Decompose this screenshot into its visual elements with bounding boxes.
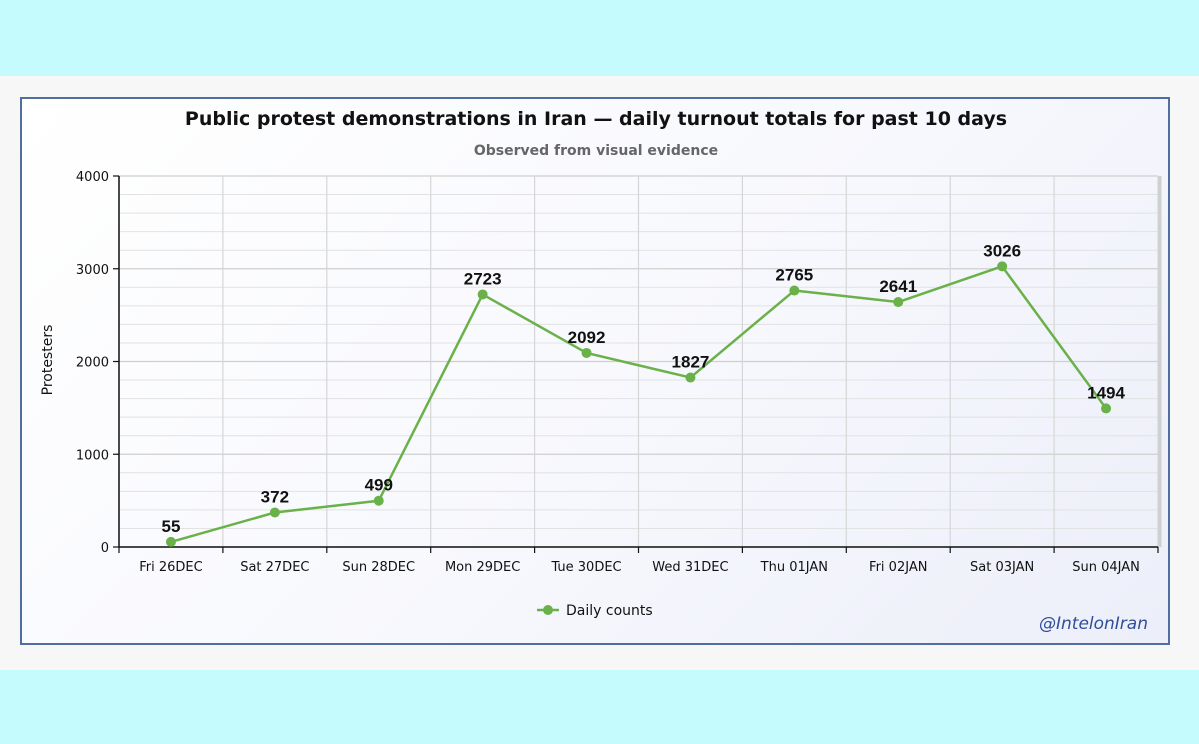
series-line <box>170 265 1108 544</box>
y-tick-label: 0 <box>101 541 109 556</box>
y-axis-ticks: 0 1000 2000 3000 4000 <box>76 170 119 556</box>
data-label: 372 <box>261 487 289 506</box>
data-labels: 55 372 499 2723 2092 1827 2765 2641 3026 1494 <box>161 241 1125 536</box>
x-tick-label: Wed 31DEC <box>652 560 728 575</box>
data-label: 55 <box>161 517 180 536</box>
data-label: 3026 <box>983 241 1021 260</box>
data-label: 2092 <box>568 328 606 347</box>
data-point <box>1101 403 1112 414</box>
x-tick-label: Sun 04JAN <box>1072 560 1140 575</box>
grid <box>118 175 1162 548</box>
x-tick-label: Sat 03JAN <box>970 560 1034 575</box>
x-tick-label: Mon 29DEC <box>445 560 520 575</box>
x-tick-label: Fri 02JAN <box>869 560 927 575</box>
chart-subtitle: Observed from visual evidence <box>474 143 718 159</box>
x-tick-label: Tue 30DEC <box>550 560 621 575</box>
data-point <box>789 285 800 296</box>
data-point <box>685 372 696 383</box>
series-daily-counts <box>165 261 1112 547</box>
chart-frame <box>20 97 1170 645</box>
data-point <box>581 347 592 358</box>
y-tick-label: 1000 <box>76 448 109 463</box>
data-label: 1827 <box>672 353 710 372</box>
x-tick-label: Sat 27DEC <box>240 560 309 575</box>
x-axis-ticks: Fri 26DEC Sat 27DEC Sun 28DEC Mon 29DEC Tue … <box>118 547 1159 575</box>
y-axis-label: Protesters <box>40 325 56 396</box>
data-label: 2765 <box>775 266 813 285</box>
x-tick-label: Sun 28DEC <box>342 560 415 575</box>
data-point <box>477 289 488 300</box>
data-label: 2723 <box>464 269 502 288</box>
data-point <box>165 536 176 547</box>
x-tick-label: Fri 26DEC <box>139 560 202 575</box>
data-point <box>893 297 904 308</box>
chart-title: Public protest demonstrations in Iran — … <box>185 108 1007 130</box>
data-point <box>269 507 280 518</box>
data-label: 2641 <box>879 277 917 296</box>
data-point <box>997 261 1008 272</box>
legend-marker-icon <box>543 605 553 615</box>
legend-label: Daily counts <box>566 603 653 619</box>
data-label: 499 <box>365 476 393 495</box>
credit-handle: @IntelonIran <box>1039 614 1148 634</box>
data-label: 1494 <box>1087 383 1125 402</box>
legend[interactable]: Daily counts <box>537 603 653 619</box>
y-tick-label: 3000 <box>76 263 109 278</box>
y-tick-label: 4000 <box>76 170 109 185</box>
y-tick-label: 2000 <box>76 356 109 371</box>
x-tick-label: Thu 01JAN <box>760 560 828 575</box>
data-point <box>373 495 384 506</box>
